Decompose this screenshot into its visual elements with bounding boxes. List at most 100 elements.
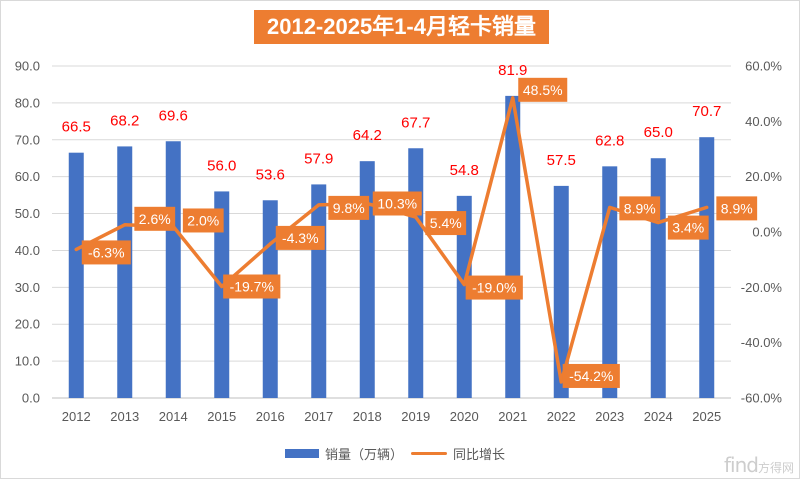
left-tick-label: 20.0 (15, 317, 40, 332)
legend: 销量（万辆） 同比增长 (285, 444, 513, 463)
bar-value-label: 65.0 (644, 124, 673, 141)
bar-value-label: 81.9 (498, 62, 527, 79)
left-tick-label: 50.0 (15, 206, 40, 221)
legend-swatch-line (411, 451, 448, 455)
x-tick-label: 2025 (692, 409, 721, 424)
x-tick-label: 2012 (62, 409, 91, 424)
bar (650, 158, 666, 398)
growth-value-label: 2.0% (187, 212, 219, 228)
growth-value-label: -19.7% (230, 279, 274, 295)
bar (505, 95, 521, 398)
bar-value-label: 64.2 (353, 127, 382, 144)
x-tick-label: 2014 (159, 409, 188, 424)
x-tick-label: 2018 (353, 409, 382, 424)
bar (359, 161, 375, 398)
bar (165, 141, 181, 398)
bar-value-label: 67.7 (401, 114, 430, 131)
growth-label-box (667, 215, 709, 240)
bar (699, 137, 715, 398)
bar-value-label: 66.5 (62, 119, 91, 136)
bar-data-labels: 66.5 68.2 69.6 56.0 53.6 57.9 64.2 67.7 54.8 81.9… (62, 62, 722, 183)
growth-label-box (81, 240, 131, 265)
growth-value-label: 5.4% (430, 215, 462, 231)
bar (311, 184, 327, 398)
growth-label-box (562, 363, 620, 388)
x-tick-label: 2023 (595, 409, 624, 424)
growth-label-box (518, 77, 568, 102)
growth-label-box (328, 195, 370, 220)
chart-title: 2012-2025年1-4月轻卡销量 (254, 10, 549, 44)
bar (68, 152, 84, 398)
growth-value-label: -6.3% (88, 244, 125, 260)
growth-label-box (275, 225, 325, 250)
growth-label-box (372, 191, 422, 216)
x-tick-label: 2016 (256, 409, 285, 424)
legend-swatch-bar (285, 448, 319, 458)
bar (117, 146, 133, 398)
x-tick-label: 2017 (304, 409, 333, 424)
bar-value-label: 54.8 (450, 162, 479, 179)
right-tick-label: 20.0% (745, 169, 782, 184)
bar (262, 200, 278, 398)
legend-label-sales: 销量（万辆） (325, 447, 404, 463)
growth-value-label: -54.2% (569, 368, 613, 384)
left-tick-label: 40.0 (15, 243, 40, 258)
x-tick-label: 2021 (498, 409, 527, 424)
bar (456, 195, 472, 398)
growth-value-label: 2.6% (139, 211, 171, 227)
bar (602, 166, 618, 398)
growth-label-box (223, 274, 281, 299)
bar (408, 148, 424, 398)
legend-item-growth[interactable]: 同比增长 (411, 444, 505, 463)
right-axis-ticks: -60.0% -40.0% -20.0% 0.0% 20.0% 40.0% 60.0% (741, 59, 783, 406)
x-tick-label: 2015 (207, 409, 236, 424)
growth-value-label: -19.0% (472, 280, 516, 296)
bar-value-label: 56.0 (207, 157, 236, 174)
growth-value-label: 3.4% (672, 220, 704, 236)
right-tick-label: 0.0% (752, 225, 782, 240)
growth-label-box (716, 196, 758, 221)
left-tick-label: 80.0 (15, 95, 40, 110)
growth-label-box (465, 275, 523, 300)
growth-value-label: -4.3% (282, 230, 319, 246)
right-tick-label: -60.0% (741, 391, 783, 406)
bar-value-label: 53.6 (256, 166, 285, 183)
legend-label-growth: 同比增长 (453, 447, 506, 463)
x-axis-ticks: 2012 2013 2014 2015 2016 2017 2018 2019 2020 2021… (62, 409, 721, 424)
watermark-logo: find方得网 (724, 453, 794, 477)
growth-value-label: 10.3% (377, 196, 417, 212)
x-tick-label: 2022 (547, 409, 576, 424)
left-tick-label: 10.0 (15, 354, 40, 369)
watermark-latin: find (724, 453, 759, 477)
x-tick-label: 2020 (450, 409, 479, 424)
growth-value-label: 48.5% (523, 82, 563, 98)
bar-value-label: 57.5 (547, 152, 576, 169)
legend-item-sales[interactable]: 销量（万辆） (285, 444, 403, 463)
bar-series (68, 95, 715, 398)
bar-value-label: 69.6 (159, 107, 188, 124)
gridlines (52, 65, 731, 399)
right-tick-label: -40.0% (741, 335, 783, 350)
bar-value-label: 57.9 (304, 150, 333, 167)
growth-label-box (182, 208, 224, 233)
left-tick-label: 30.0 (15, 280, 40, 295)
growth-value-label: 8.9% (721, 200, 753, 216)
left-axis-ticks: 0.0 10.0 20.0 30.0 40.0 50.0 60.0 70.0 80.0 90.0 (15, 59, 40, 406)
bar-value-label: 70.7 (692, 103, 721, 120)
left-tick-label: 70.0 (15, 132, 40, 147)
growth-label-box (619, 196, 661, 221)
watermark-cn: 方得网 (757, 461, 794, 475)
left-tick-label: 60.0 (15, 169, 40, 184)
x-tick-label: 2019 (401, 409, 430, 424)
right-tick-label: 40.0% (745, 114, 782, 129)
left-tick-label: 0.0 (22, 391, 40, 406)
growth-value-label: 9.8% (333, 200, 365, 216)
bar (214, 191, 230, 398)
bar-value-label: 62.8 (595, 132, 624, 149)
growth-value-label: 8.9% (624, 200, 656, 216)
x-tick-label: 2024 (644, 409, 673, 424)
bar (553, 185, 569, 398)
bar-value-label: 68.2 (110, 112, 139, 129)
